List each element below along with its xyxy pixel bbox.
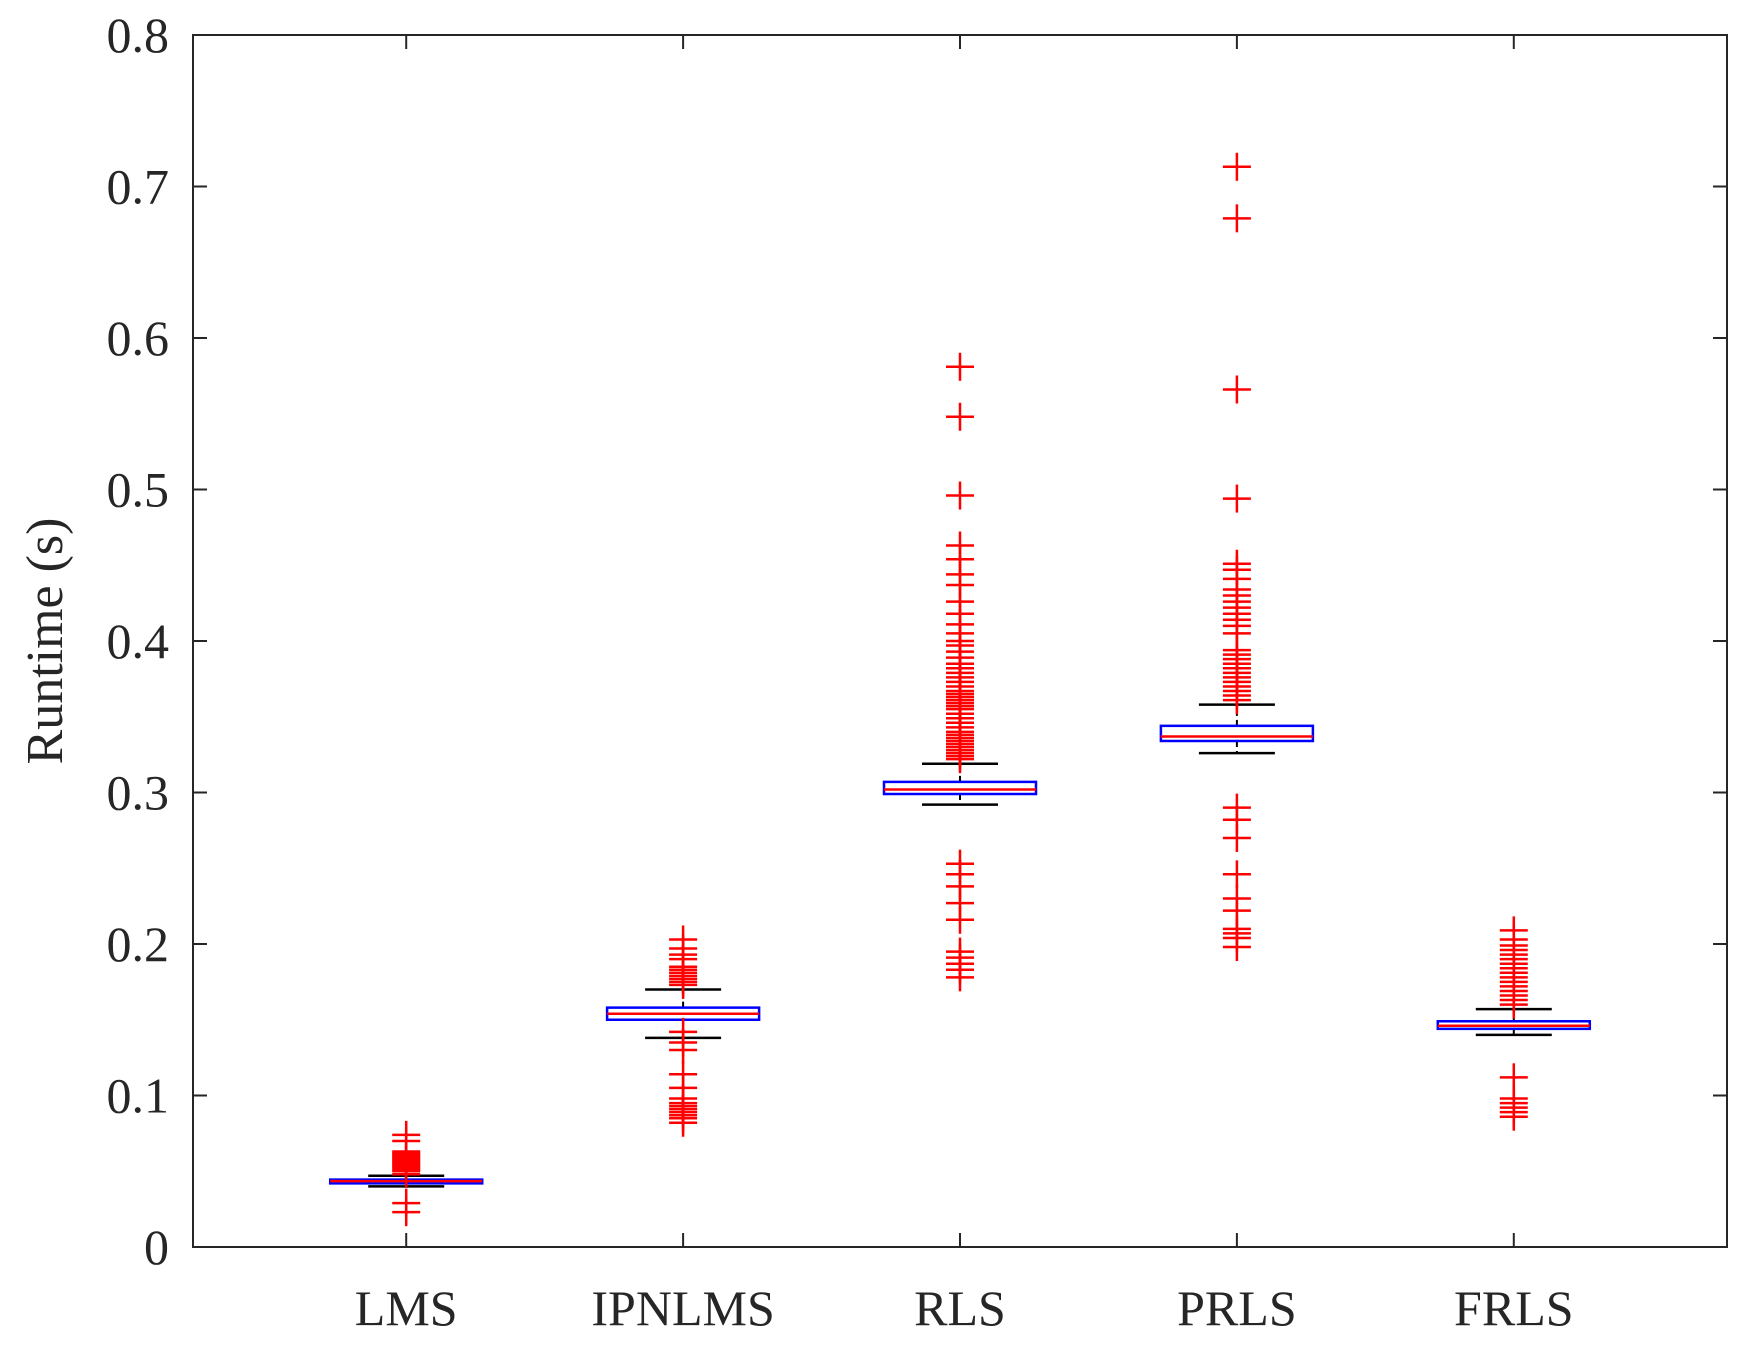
- outlier-marker: [1499, 916, 1528, 945]
- x-axis: LMS IPNLMS RLS PRLS FRLS: [355, 35, 1574, 1336]
- box-frls: [1436, 916, 1592, 1131]
- x-tick-label: RLS: [914, 1280, 1006, 1336]
- box-iqr: [882, 780, 1038, 796]
- outlier-marker: [1222, 884, 1251, 913]
- y-tick-label: 0.4: [107, 613, 170, 669]
- outlier-marker: [669, 925, 698, 954]
- outlier-marker: [946, 481, 974, 510]
- outlier-marker: [1222, 204, 1251, 233]
- y-tick-label: 0: [144, 1219, 169, 1275]
- outlier-marker: [1222, 375, 1251, 404]
- outlier-marker: [1222, 549, 1251, 578]
- outlier-marker: [1499, 1063, 1528, 1092]
- outlier-marker: [392, 1120, 421, 1149]
- x-tick-label: IPNLMS: [591, 1280, 774, 1336]
- y-axis: 0 0.1 0.2 0.3 0.4 0.5 0.6 0.7 0.8: [107, 7, 1727, 1275]
- y-tick-label: 0.2: [107, 916, 170, 972]
- y-tick-label: 0.6: [107, 310, 170, 366]
- x-tick-label: PRLS: [1177, 1280, 1297, 1336]
- outlier-marker: [392, 1189, 421, 1218]
- outlier-marker: [669, 1060, 698, 1089]
- outlier-marker: [1222, 152, 1251, 181]
- outlier-marker: [1222, 860, 1251, 889]
- y-tick-label: 0.3: [107, 765, 170, 821]
- outlier-marker: [946, 531, 974, 560]
- box-series: [328, 152, 1592, 1227]
- outlier-marker: [669, 1017, 698, 1046]
- outlier-marker: [1222, 793, 1251, 822]
- outlier-marker: [946, 849, 974, 878]
- y-tick-label: 0.1: [107, 1068, 170, 1124]
- box-lms: [328, 1120, 484, 1227]
- y-tick-label: 0.7: [107, 159, 170, 215]
- y-tick-label: 0.8: [107, 7, 170, 63]
- box-prls: [1159, 152, 1315, 962]
- box-iqr: [1159, 724, 1315, 743]
- outlier-marker: [946, 937, 974, 966]
- x-tick-label: FRLS: [1454, 1280, 1574, 1336]
- box-rls: [882, 352, 1038, 992]
- x-tick-label: LMS: [355, 1280, 458, 1336]
- outlier-marker: [946, 402, 974, 431]
- y-axis-label: Runtime (s): [17, 518, 74, 765]
- box-ipnlms: [605, 925, 761, 1137]
- outlier-marker: [1222, 484, 1251, 513]
- outlier-marker: [946, 352, 974, 381]
- y-tick-label: 0.5: [107, 462, 170, 518]
